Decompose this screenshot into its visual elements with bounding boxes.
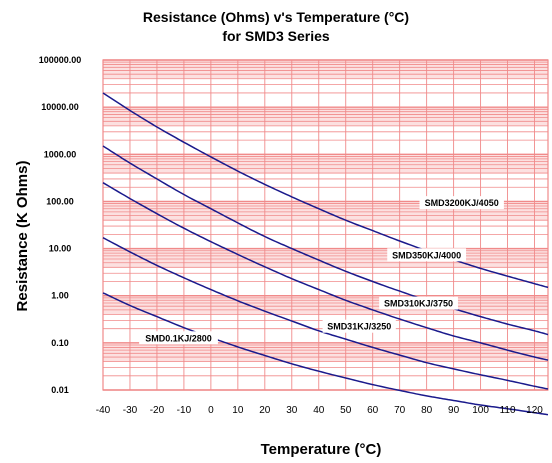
- series-label-box: [419, 196, 504, 210]
- x-tick-label: 40: [313, 405, 325, 416]
- y-tick-label: 100.00: [46, 196, 74, 206]
- y-tick-label: 1000.00: [44, 149, 77, 159]
- x-tick-labels: -40 -30 -20 -10 0 10 20 30 40 50 60 70 80 90 100 110 120: [96, 405, 544, 416]
- x-tick-label: -20: [150, 405, 165, 416]
- series-label: SMD3200KJ/4050: [425, 198, 499, 208]
- series-label-box: [322, 319, 396, 333]
- x-tick-label: 10: [232, 405, 244, 416]
- x-tick-label: 30: [286, 405, 298, 416]
- series-line: [102, 292, 549, 416]
- series-line: [102, 237, 549, 390]
- series-line: [102, 182, 549, 361]
- y-tick-label: 1.00: [51, 291, 69, 301]
- y-tick-labels: 100000.00 10000.00 1000.00 100.00 10.00 1.00 0…: [39, 55, 82, 395]
- x-tick-label: 120: [526, 405, 543, 416]
- x-tick-label: 100: [472, 405, 489, 416]
- series-group: [102, 92, 549, 416]
- series-label: SMD350KJ/4000: [392, 250, 461, 260]
- x-tick-label: 20: [259, 405, 271, 416]
- decade-band: [103, 107, 548, 126]
- series-labels: SMD3200KJ/4050 SMD350KJ/4000 SMD310KJ/3750…: [139, 196, 504, 345]
- decade-band: [103, 154, 548, 174]
- series-line: [102, 92, 549, 289]
- x-tick-label: -10: [177, 405, 192, 416]
- decade-band: [103, 343, 548, 362]
- x-tick-label: 70: [394, 405, 406, 416]
- series-label: SMD31KJ/3250: [327, 322, 391, 332]
- series-line: [102, 145, 549, 336]
- x-tick-label: 0: [208, 405, 214, 416]
- plot-frame: [102, 59, 549, 391]
- series-label-box: [139, 331, 218, 345]
- series-label: SMD310KJ/3750: [384, 299, 453, 309]
- chart-subtitle: for SMD3 Series: [222, 28, 330, 44]
- series-label-box: [387, 248, 467, 262]
- x-tick-label: 90: [448, 405, 460, 416]
- x-tick-label: -30: [123, 405, 138, 416]
- series-label-box: [379, 296, 458, 310]
- y-tick-label: 100000.00: [39, 55, 82, 65]
- y-tick-label: 10000.00: [41, 102, 79, 112]
- series-label: SMD0.1KJ/2800: [145, 333, 212, 343]
- decade-band: [103, 248, 548, 268]
- x-tick-label: 110: [500, 405, 516, 416]
- x-tick-label: 50: [340, 405, 352, 416]
- decade-band: [103, 296, 548, 315]
- y-tick-label: 10.00: [49, 244, 72, 254]
- y-tick-label: 0.10: [51, 338, 69, 348]
- x-tick-label: 60: [367, 405, 379, 416]
- decade-band: [103, 60, 548, 79]
- x-tick-label: 80: [421, 405, 433, 416]
- chart-title: Resistance (Ohms) v's Temperature (°C): [143, 9, 409, 25]
- x-axis-label: Temperature (°C): [261, 441, 382, 458]
- y-tick-label: 0.01: [51, 385, 69, 395]
- y-axis-label: Resistance (K Ohms): [14, 161, 31, 312]
- x-tick-label: -40: [96, 405, 111, 416]
